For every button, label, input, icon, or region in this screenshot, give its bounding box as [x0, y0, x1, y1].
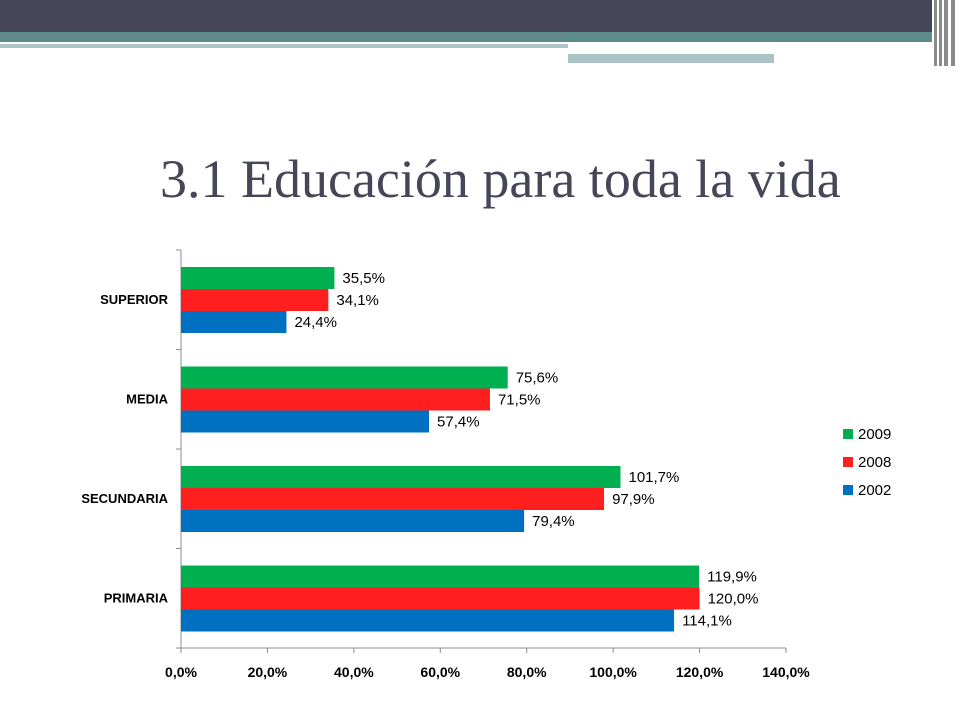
- x-tick-label: 80,0%: [507, 664, 547, 680]
- bar-2008: [181, 289, 329, 311]
- bar-2009: [181, 366, 508, 389]
- legend-label: 2002: [858, 482, 891, 499]
- legend-label: 2009: [858, 426, 891, 443]
- bar-2008: [181, 388, 490, 411]
- data-label: 101,7%: [628, 469, 679, 486]
- bar-2009: [181, 466, 621, 488]
- category-label: SUPERIOR: [100, 292, 169, 307]
- bar-2002: [181, 311, 287, 333]
- bar-2002: [181, 609, 675, 632]
- x-tick-label: 20,0%: [248, 664, 288, 680]
- data-label: 24,4%: [294, 314, 337, 331]
- x-tick-label: 100,0%: [589, 664, 637, 680]
- data-label: 71,5%: [498, 392, 541, 409]
- data-label: 114,1%: [682, 613, 732, 630]
- x-tick-label: 40,0%: [334, 664, 374, 680]
- x-tick-label: 0,0%: [165, 664, 197, 680]
- category-label: SECUNDARIA: [81, 491, 168, 506]
- bar-2008: [181, 587, 700, 610]
- header-stripes: [0, 0, 960, 70]
- legend-label: 2008: [858, 454, 891, 471]
- data-label: 75,6%: [516, 370, 559, 387]
- x-tick-label: 60,0%: [420, 664, 460, 680]
- legend-swatch-2009: [843, 429, 853, 439]
- data-label: 35,5%: [342, 270, 385, 287]
- bar-2009: [181, 565, 700, 588]
- legend-swatch-2008: [843, 457, 853, 467]
- x-tick-label: 120,0%: [676, 664, 724, 680]
- x-tick-label: 140,0%: [762, 664, 810, 680]
- bar-2002: [181, 510, 525, 532]
- data-label: 120,0%: [708, 591, 759, 608]
- bar-2009: [181, 267, 335, 289]
- bar-2002: [181, 410, 430, 433]
- data-label: 79,4%: [532, 513, 575, 530]
- data-label: 97,9%: [612, 491, 655, 508]
- category-label: PRIMARIA: [104, 590, 169, 605]
- data-label: 57,4%: [437, 414, 480, 431]
- category-label: MEDIA: [126, 391, 169, 406]
- legend-swatch-2002: [843, 485, 853, 495]
- data-label: 34,1%: [336, 292, 379, 309]
- slide-title: 3.1 Educación para toda la vida: [160, 149, 841, 209]
- header-bar: [0, 0, 960, 32]
- data-label: 119,9%: [707, 569, 757, 586]
- bar-2008: [181, 488, 605, 510]
